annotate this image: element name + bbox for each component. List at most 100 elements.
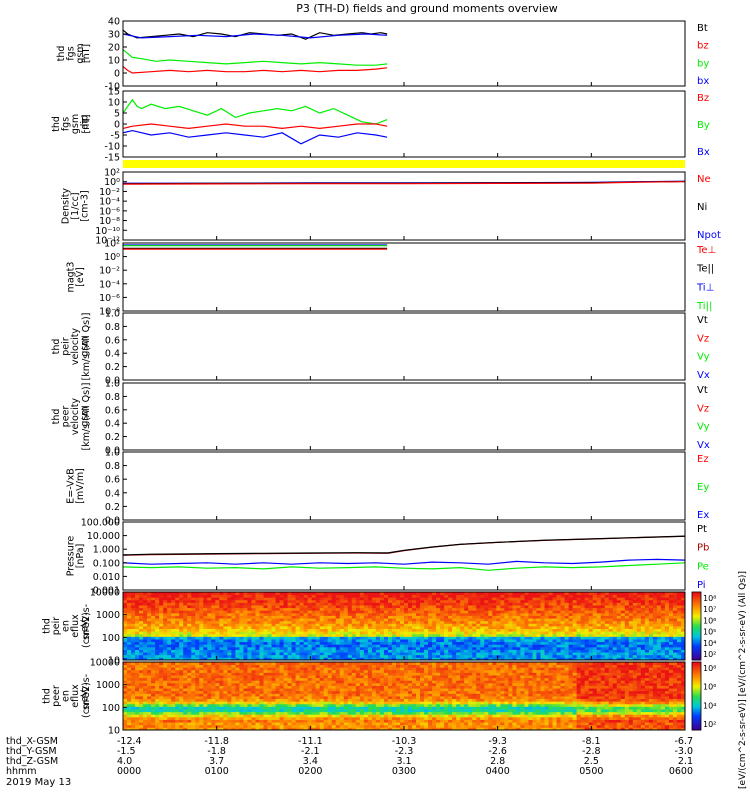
spectrogram-cell xyxy=(315,607,321,611)
spectrogram-cell xyxy=(275,675,280,679)
spectrogram-cell xyxy=(255,636,260,640)
spectrogram-cell xyxy=(412,636,417,640)
spectrogram-cell xyxy=(223,623,228,627)
spectrogram-cell xyxy=(267,641,272,645)
spectrogram-cell xyxy=(359,633,365,637)
spectrogram-cell xyxy=(139,693,144,697)
spectrogram-cell xyxy=(404,654,409,658)
spectrogram-cell xyxy=(299,626,305,630)
spectrogram-cell xyxy=(347,618,353,622)
spectrogram-cell xyxy=(548,652,553,656)
spectrogram-cell xyxy=(343,599,349,603)
spectrogram-cell xyxy=(143,716,148,720)
spectrogram-cell xyxy=(143,602,148,606)
spectrogram-cell xyxy=(371,644,377,648)
spectrogram-cell xyxy=(387,639,393,643)
spectrogram-cell xyxy=(552,636,557,640)
spectrogram-cell xyxy=(355,592,361,596)
panel-7: VtVzVyVx0.00.20.40.60.81.0thdpeervelocit… xyxy=(51,379,710,457)
spectrogram-cell xyxy=(223,682,228,686)
spectrogram-cell xyxy=(271,599,276,603)
spectrogram-cell xyxy=(179,636,184,640)
spectrogram-cell xyxy=(231,610,236,614)
spectrogram-cell xyxy=(259,610,264,614)
spectrogram-cell xyxy=(660,612,666,616)
panel-5: Te⊥Te||Ti⊥Ti||10⁻⁸10⁻⁶10⁻⁴10⁻²10⁰10²magt… xyxy=(65,239,716,318)
spectrogram-cell xyxy=(572,639,578,643)
spectrogram-cell xyxy=(251,636,256,640)
spectrogram-cell xyxy=(343,620,349,624)
spectrogram-cell xyxy=(612,607,618,611)
spectrogram-cell xyxy=(648,654,654,658)
spectrogram-cell xyxy=(127,701,132,705)
spectrogram-cell xyxy=(135,620,140,624)
spectrogram-cell xyxy=(580,599,586,603)
spectrogram-cell xyxy=(572,628,578,632)
spectrogram-cell xyxy=(351,612,357,616)
spectrogram-cell xyxy=(612,631,618,635)
spectrogram-cell xyxy=(179,664,184,668)
spectrogram-cell xyxy=(267,610,272,614)
spectrogram-cell xyxy=(395,636,401,640)
spectrogram-cell xyxy=(468,599,473,603)
spectrogram-cell xyxy=(167,685,172,689)
spectrogram-cell xyxy=(251,646,256,650)
spectrogram-cell xyxy=(359,599,365,603)
spectrogram-cell xyxy=(263,719,268,723)
spectrogram-cell xyxy=(472,636,477,640)
spectrogram-cell xyxy=(568,641,573,645)
spectrogram-cell xyxy=(175,654,180,658)
spectrogram-cell xyxy=(359,644,365,648)
spectrogram-cell xyxy=(231,657,236,661)
spectrogram-cell xyxy=(584,615,590,619)
spectrogram-cell xyxy=(572,626,578,630)
spectrogram-cell xyxy=(219,672,224,676)
spectrogram-cell xyxy=(612,628,618,632)
spectrogram-cell xyxy=(468,649,473,653)
spectrogram-cell xyxy=(632,618,638,622)
spectrogram-cell xyxy=(568,605,573,609)
spectrogram-cell xyxy=(512,654,517,658)
spectrogram-cell xyxy=(524,649,529,653)
spectrogram-cell xyxy=(395,605,401,609)
spectrogram-cell xyxy=(399,636,405,640)
spectrogram-cell xyxy=(127,652,132,656)
spectrogram-cell xyxy=(151,654,156,658)
spectrogram-cell xyxy=(468,618,473,622)
spectrogram-cell xyxy=(147,615,152,619)
spectrogram-cell xyxy=(299,612,305,616)
spectrogram-cell xyxy=(155,626,160,630)
spectrogram-cell xyxy=(127,644,132,648)
spectrogram-cell xyxy=(572,631,578,635)
spectrogram-cell xyxy=(303,639,309,643)
spectrogram-cell xyxy=(636,652,642,656)
spectrogram-cell xyxy=(399,592,405,596)
spectrogram-cell xyxy=(243,703,248,707)
spectrogram-cell xyxy=(183,615,188,619)
spectrogram-cell xyxy=(247,714,252,718)
spectrogram-cell xyxy=(532,654,537,658)
spectrogram-cell xyxy=(536,607,541,611)
spectrogram-cell xyxy=(159,698,164,702)
spectrogram-cell xyxy=(620,626,626,630)
spectrogram-cell xyxy=(412,612,417,616)
spectrogram-cell xyxy=(355,644,361,648)
spectrogram-cell xyxy=(279,644,284,648)
spectrogram-cell xyxy=(235,693,240,697)
spectrogram-cell xyxy=(355,612,361,616)
spectrogram-cell xyxy=(287,649,292,653)
spectrogram-cell xyxy=(544,626,549,630)
spectrogram-cell xyxy=(347,631,353,635)
spectrogram-cell xyxy=(492,649,497,653)
spectrogram-cell xyxy=(424,615,429,619)
spectrogram-cell xyxy=(600,599,606,603)
spectrogram-cell xyxy=(139,610,144,614)
spectrogram-cell xyxy=(239,706,244,710)
spectrogram-cell xyxy=(291,644,297,648)
spectrogram-cell xyxy=(448,657,453,661)
spectrogram-cell xyxy=(155,724,160,728)
spectrogram-cell xyxy=(359,654,365,658)
spectrogram-cell xyxy=(672,631,678,635)
spectrogram-cell xyxy=(343,615,349,619)
spectrogram-cell xyxy=(448,620,453,624)
